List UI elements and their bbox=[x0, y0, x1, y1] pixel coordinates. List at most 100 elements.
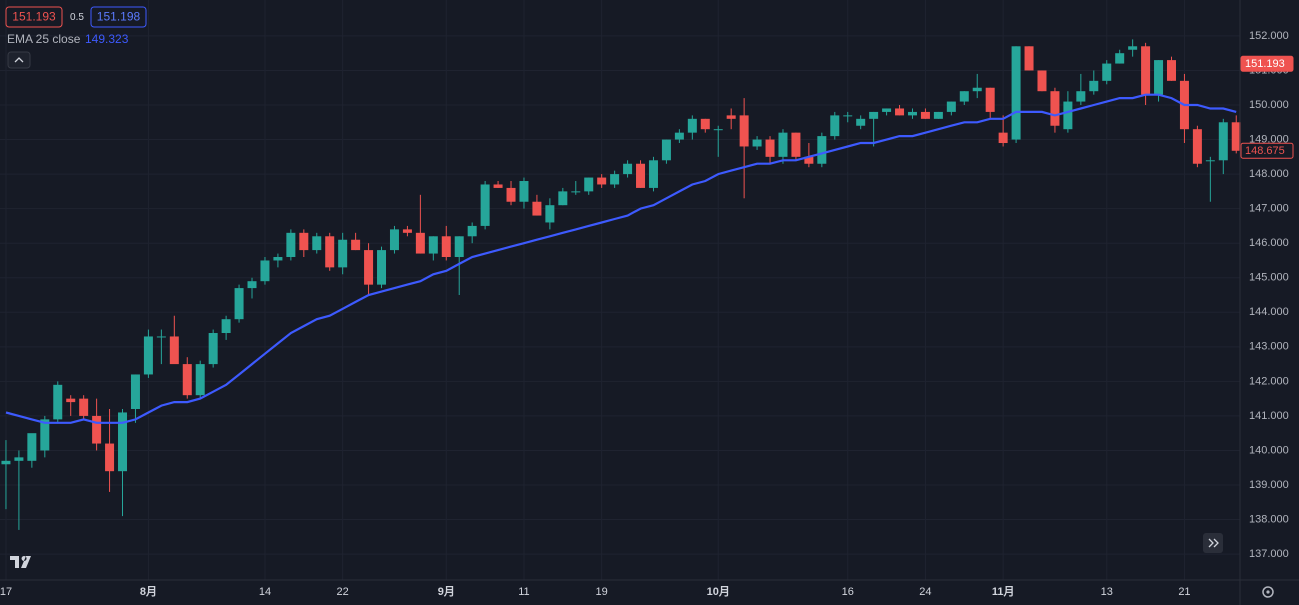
y-tick-label: 144.000 bbox=[1249, 306, 1289, 318]
candle-body bbox=[415, 232, 425, 254]
candle-body bbox=[558, 191, 568, 206]
candle-body bbox=[1192, 129, 1202, 164]
candle-body bbox=[713, 129, 723, 131]
x-tick-label: 9月 bbox=[438, 585, 455, 598]
x-tick-label: 22 bbox=[337, 586, 349, 598]
candle-body bbox=[700, 118, 710, 130]
x-tick-label: 11月 bbox=[992, 585, 1015, 598]
x-tick-label: 8月 bbox=[140, 585, 157, 598]
candle-body bbox=[169, 336, 179, 365]
candle-body bbox=[79, 398, 89, 416]
candle-body bbox=[843, 115, 853, 117]
candle-body bbox=[1037, 70, 1047, 92]
settings-icon[interactable] bbox=[1262, 586, 1274, 598]
y-tick-label: 145.000 bbox=[1249, 272, 1289, 284]
candle-body bbox=[428, 236, 438, 254]
candle-body bbox=[869, 111, 879, 119]
candle-body bbox=[778, 132, 788, 157]
y-tick-label: 138.000 bbox=[1249, 513, 1289, 525]
candle-body bbox=[118, 412, 128, 472]
price-tag-label: 148.675 bbox=[1245, 145, 1285, 157]
candle-body bbox=[195, 364, 205, 396]
buy-box[interactable] bbox=[90, 6, 147, 28]
candle-body bbox=[739, 115, 749, 147]
grid bbox=[0, 0, 1240, 580]
y-tick-label: 149.000 bbox=[1249, 133, 1289, 145]
candle-body bbox=[273, 257, 283, 261]
y-tick-label: 140.000 bbox=[1249, 444, 1289, 456]
candle-body bbox=[1166, 60, 1176, 81]
candle-body bbox=[105, 443, 115, 472]
candle-body bbox=[338, 239, 348, 268]
candle-body bbox=[260, 260, 270, 282]
price-tag-label: 151.193 bbox=[1245, 58, 1285, 70]
candle-body bbox=[156, 336, 166, 338]
candle-body bbox=[804, 156, 814, 164]
x-tick-label: 21 bbox=[1178, 586, 1190, 598]
collapse-icon bbox=[14, 57, 24, 63]
candle-body bbox=[286, 232, 296, 258]
axes: 137.000 138.000 139.000 140.000 141.000 142.0… bbox=[0, 30, 1294, 598]
candle-body bbox=[1050, 91, 1060, 126]
candle-body bbox=[27, 433, 37, 461]
candle-body bbox=[402, 229, 412, 233]
indicator-value: 149.323 bbox=[85, 32, 129, 46]
candle-body bbox=[506, 187, 516, 202]
candle-body bbox=[519, 181, 529, 202]
y-tick-label: 150.000 bbox=[1249, 99, 1289, 111]
y-tick-label: 137.000 bbox=[1249, 548, 1289, 560]
candle-body bbox=[882, 108, 892, 112]
x-tick-label: 10月 bbox=[707, 585, 730, 598]
y-tick-label: 147.000 bbox=[1249, 203, 1289, 215]
y-tick-label: 142.000 bbox=[1249, 375, 1289, 387]
candle-body bbox=[1, 460, 11, 465]
plot bbox=[1, 39, 1241, 530]
candle-body bbox=[985, 87, 995, 112]
candle-body bbox=[66, 398, 76, 403]
candle-body bbox=[674, 132, 684, 140]
candle-body bbox=[40, 419, 50, 451]
sell-box[interactable] bbox=[5, 6, 63, 28]
collapse-button[interactable] bbox=[7, 51, 31, 69]
price-tag bbox=[1240, 55, 1294, 72]
candle-body bbox=[1141, 46, 1151, 95]
candle-body bbox=[726, 115, 736, 119]
candle-body bbox=[312, 236, 322, 251]
candle-body bbox=[325, 236, 335, 268]
candle-body bbox=[636, 163, 646, 188]
candle-body bbox=[493, 184, 503, 188]
candle-body bbox=[130, 374, 140, 410]
candle-body bbox=[92, 415, 102, 444]
candle-body bbox=[1089, 80, 1099, 92]
logo bbox=[10, 556, 31, 568]
candle-body bbox=[364, 250, 374, 285]
y-tick-label: 146.000 bbox=[1249, 237, 1289, 249]
candle-body bbox=[1102, 63, 1112, 81]
candle-body bbox=[234, 288, 244, 320]
indicator-name: EMA 25 close bbox=[7, 32, 81, 46]
candle-body bbox=[972, 87, 982, 92]
candle-body bbox=[648, 160, 658, 188]
candle-body bbox=[1063, 101, 1073, 130]
candle-body bbox=[143, 336, 153, 375]
candle-body bbox=[946, 101, 956, 112]
candle-body bbox=[247, 281, 257, 289]
candle-body bbox=[532, 201, 542, 216]
candle-body bbox=[221, 319, 231, 334]
candle-body bbox=[1154, 60, 1164, 95]
y-tick-label: 139.000 bbox=[1249, 479, 1289, 491]
x-tick-label: 13 bbox=[1101, 586, 1113, 598]
candle-body bbox=[454, 236, 464, 258]
candle-body bbox=[299, 232, 309, 251]
candle-body bbox=[1011, 46, 1021, 140]
candle-body bbox=[765, 139, 775, 157]
candle-body bbox=[389, 229, 399, 251]
x-tick-label: 24 bbox=[919, 586, 931, 598]
candle-body bbox=[1076, 91, 1086, 102]
candle-body bbox=[895, 108, 905, 116]
candle-body bbox=[752, 139, 762, 147]
sell-price: 151.193 bbox=[12, 10, 56, 24]
